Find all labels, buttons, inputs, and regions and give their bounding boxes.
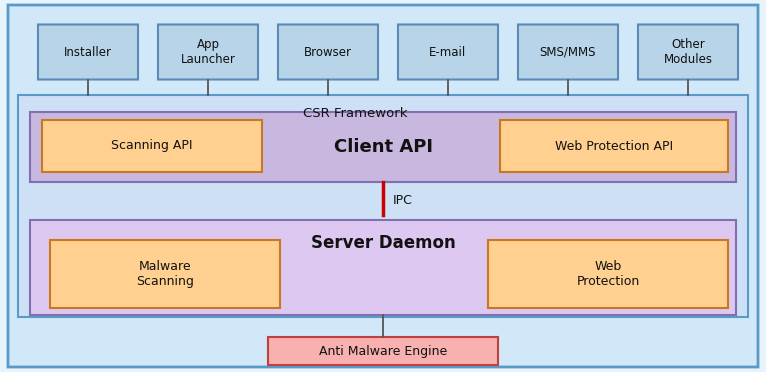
Text: Malware
Scanning: Malware Scanning <box>136 260 194 288</box>
FancyBboxPatch shape <box>30 220 736 315</box>
Text: SMS/MMS: SMS/MMS <box>540 45 596 58</box>
FancyBboxPatch shape <box>638 25 738 80</box>
Text: Installer: Installer <box>64 45 112 58</box>
FancyBboxPatch shape <box>268 337 498 365</box>
Text: Scanning API: Scanning API <box>111 140 193 153</box>
Text: Browser: Browser <box>304 45 352 58</box>
Text: Client API: Client API <box>333 138 433 156</box>
FancyBboxPatch shape <box>30 112 736 182</box>
FancyBboxPatch shape <box>518 25 618 80</box>
Text: Other
Modules: Other Modules <box>663 38 712 66</box>
Text: Server Daemon: Server Daemon <box>311 234 455 252</box>
Text: Anti Malware Engine: Anti Malware Engine <box>319 344 447 357</box>
Text: Web Protection API: Web Protection API <box>555 140 673 153</box>
Text: Web
Protection: Web Protection <box>576 260 640 288</box>
Text: IPC: IPC <box>393 193 413 206</box>
FancyBboxPatch shape <box>398 25 498 80</box>
FancyBboxPatch shape <box>500 120 728 172</box>
Text: CSR Framework: CSR Framework <box>303 107 408 120</box>
FancyBboxPatch shape <box>50 240 280 308</box>
FancyBboxPatch shape <box>42 120 262 172</box>
FancyBboxPatch shape <box>278 25 378 80</box>
Text: E-mail: E-mail <box>430 45 466 58</box>
FancyBboxPatch shape <box>158 25 258 80</box>
FancyBboxPatch shape <box>488 240 728 308</box>
FancyBboxPatch shape <box>8 5 758 367</box>
FancyBboxPatch shape <box>18 95 748 317</box>
Text: App
Launcher: App Launcher <box>181 38 235 66</box>
FancyBboxPatch shape <box>38 25 138 80</box>
